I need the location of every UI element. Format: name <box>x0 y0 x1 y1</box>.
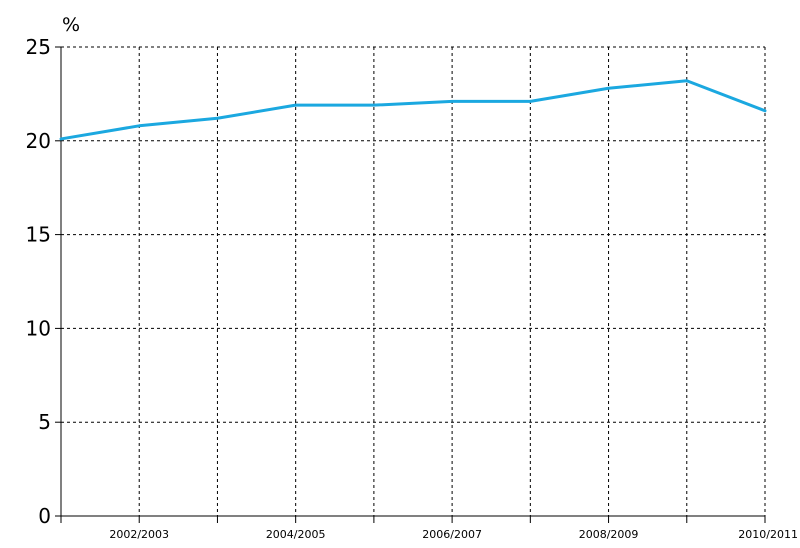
data-point-2007-2008 <box>529 100 532 103</box>
y-tick-label-15: 15 <box>26 223 51 247</box>
data-point-2003-2004 <box>216 117 219 120</box>
data-point-2004-2005 <box>294 104 297 107</box>
y-tick-label-10: 10 <box>26 316 51 340</box>
data-point-2008-2009 <box>607 87 610 90</box>
series-line-0 <box>59 79 767 141</box>
y-tick-label-0: 0 <box>38 504 51 528</box>
x-tick-label-2002-2003: 2002/2003 <box>109 528 169 541</box>
x-tick-label-2004-2005: 2004/2005 <box>266 528 326 541</box>
data-point-2006-2007 <box>451 100 454 103</box>
data-point-2005-2006 <box>372 104 375 107</box>
series-lines <box>59 79 767 141</box>
y-tick-label-20: 20 <box>26 129 51 153</box>
data-point-2009-2010 <box>685 79 688 82</box>
x-tick-label-2006-2007: 2006/2007 <box>422 528 482 541</box>
grid-lines <box>61 46 766 516</box>
x-tick-label-2010-2011: 2010/2011 <box>738 528 798 541</box>
x-tick-label-2008-2009: 2008/2009 <box>579 528 639 541</box>
data-point-2010-2011 <box>764 109 767 112</box>
axes <box>55 46 766 523</box>
tick-labels: 0 5 10 15 20 25 2002/2003 2004/2005 2006/2007 200… <box>26 35 798 541</box>
y-tick-label-25: 25 <box>26 35 51 59</box>
data-point-2001-2002 <box>60 137 63 140</box>
y-tick-label-5: 5 <box>38 410 51 434</box>
data-point-2002-2003 <box>138 124 141 127</box>
y-axis-unit-label: % <box>62 14 80 36</box>
